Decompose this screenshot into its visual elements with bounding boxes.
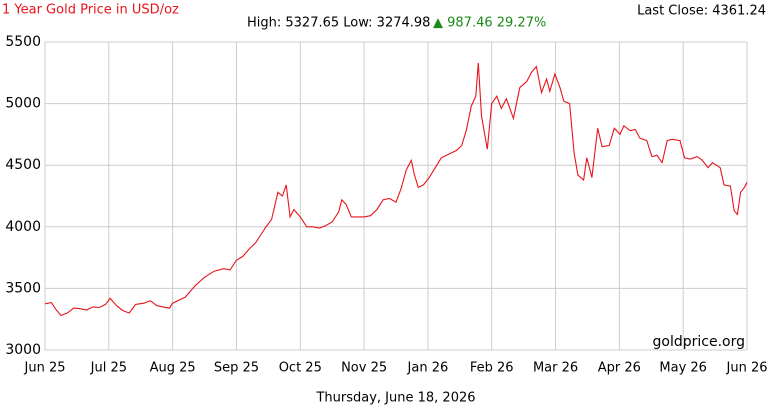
x-tick-label: Feb 26 xyxy=(470,361,514,376)
x-tick-label: Jun 25 xyxy=(24,361,66,376)
x-tick-label: Jul 25 xyxy=(90,361,127,376)
last-close: Last Close: 4361.24 xyxy=(637,4,766,19)
x-tick-label: Nov 25 xyxy=(341,361,387,376)
x-tick-label: Oct 25 xyxy=(279,361,322,376)
date: Thursday, June 18, 2026 xyxy=(315,391,475,406)
y-tick-label: 4500 xyxy=(5,157,41,173)
y-tick-label: 5500 xyxy=(5,34,41,50)
x-tick-label: Aug 25 xyxy=(150,361,196,376)
x-tick-label: Apr 26 xyxy=(598,361,641,376)
plot-area xyxy=(44,41,748,351)
price-line xyxy=(44,62,748,317)
chart-title: 1 Year Gold Price in USD/oz xyxy=(2,3,179,18)
high-low: High: 5327.65 Low: 3274.98 xyxy=(247,16,430,31)
watermark: goldprice.org xyxy=(653,334,745,350)
x-tick-label: Mar 26 xyxy=(533,361,578,376)
change: ▲ 987.46 29.27% xyxy=(433,16,546,31)
x-tick-label: Jun 26 xyxy=(726,361,768,376)
x-tick-label: Sep 25 xyxy=(214,361,259,376)
y-tick-label: 3000 xyxy=(5,342,41,358)
x-tick-label: Jan 26 xyxy=(407,361,449,376)
y-tick-label: 4000 xyxy=(5,219,41,235)
y-tick-label: 5000 xyxy=(5,96,41,112)
y-tick-label: 3500 xyxy=(5,280,41,296)
x-tick-label: May 26 xyxy=(659,361,707,376)
